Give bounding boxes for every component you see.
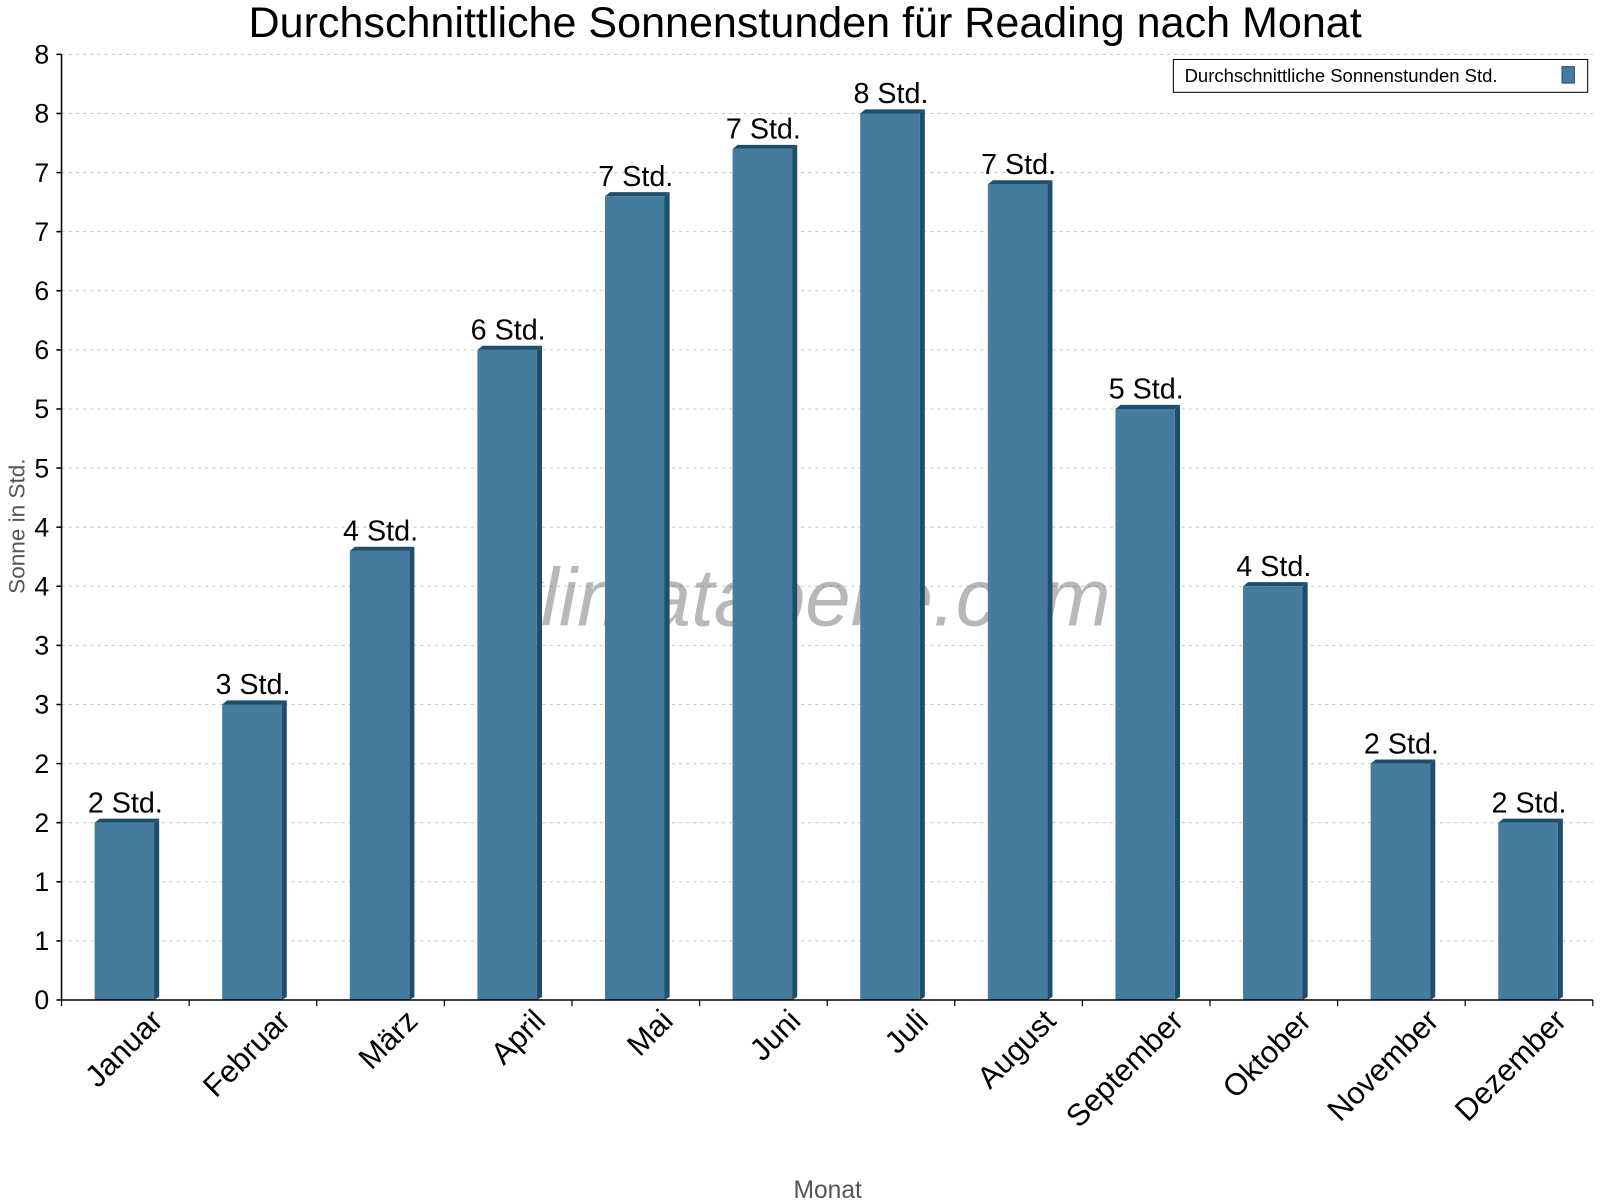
y-tick-label: 5	[34, 453, 49, 483]
data-label: 2 Std.	[1364, 728, 1439, 760]
bar-side	[1430, 759, 1436, 1000]
bar-top	[1370, 759, 1436, 764]
y-tick-label: 6	[34, 335, 49, 365]
bar	[987, 184, 1048, 1000]
bar-group: 2 Std.	[1364, 728, 1439, 1000]
y-tick-label: 8	[34, 40, 49, 70]
x-tick-label: März	[351, 1003, 424, 1076]
data-label: 7 Std.	[981, 149, 1056, 181]
y-tick-label: 7	[34, 158, 49, 188]
y-tick-label: 2	[34, 749, 49, 779]
x-tick-label: November	[1320, 1003, 1445, 1128]
bar	[1498, 822, 1558, 1000]
bar-group: 2 Std.	[88, 787, 163, 1000]
y-tick-label: 8	[34, 99, 49, 129]
y-axis-label: Sonne in Std.	[5, 458, 30, 593]
bar-side	[1047, 180, 1053, 1000]
y-tick-label: 4	[34, 572, 49, 602]
bar-group: 7 Std.	[981, 149, 1056, 1000]
data-label: 2 Std.	[88, 787, 163, 819]
bar-side	[792, 144, 798, 1001]
y-tick-label: 3	[34, 631, 49, 661]
bar-group: 4 Std.	[343, 516, 418, 1000]
bar-group: 3 Std.	[215, 669, 290, 1000]
x-tick-label: September	[1059, 1003, 1190, 1134]
data-label: 5 Std.	[1109, 374, 1184, 406]
bar-top	[477, 345, 543, 350]
x-tick-label: Juli	[878, 1003, 935, 1060]
bar-top	[1115, 404, 1181, 409]
bar-group: 7 Std.	[598, 161, 673, 1001]
data-label: 4 Std.	[1236, 551, 1311, 583]
bar	[860, 113, 920, 1000]
bar-group: 7 Std.	[726, 114, 801, 1001]
bar	[349, 550, 410, 1000]
bar-group: 6 Std.	[471, 315, 546, 1000]
bar-group: 8 Std.	[853, 78, 928, 1001]
bar-top	[860, 109, 925, 114]
y-tick-label: 1	[34, 867, 49, 897]
bar-side	[1174, 404, 1181, 1000]
bar-top	[605, 192, 670, 197]
y-tick-label: 7	[34, 217, 49, 247]
x-tick-label: Oktober	[1216, 1003, 1318, 1105]
bar	[477, 349, 537, 1000]
bar-top	[222, 700, 287, 705]
chart-title: Durchschnittliche Sonnenstunden für Read…	[249, 0, 1362, 47]
data-label: 4 Std.	[343, 516, 418, 548]
bar-top	[1243, 582, 1308, 587]
y-tick-label: 4	[34, 512, 49, 542]
x-tick-label: Januar	[78, 1003, 169, 1094]
x-tick-label: Dezember	[1448, 1003, 1573, 1128]
bar-top	[987, 180, 1053, 185]
bar	[1115, 408, 1175, 1000]
bar-side	[536, 345, 543, 1000]
bar-top	[349, 546, 415, 551]
bar	[605, 196, 665, 1000]
bar-top	[732, 144, 798, 149]
bar-side	[409, 546, 415, 1000]
bar-top	[1498, 818, 1563, 823]
x-tick-label: Februar	[196, 1003, 297, 1104]
y-tick-label: 3	[34, 690, 49, 720]
legend-swatch	[1561, 66, 1575, 84]
legend: Durchschnittliche Sonnenstunden Std.	[1172, 58, 1589, 93]
y-tick-label: 1	[34, 926, 49, 956]
bar-group: 2 Std.	[1492, 787, 1567, 1000]
bars: 2 Std. 3 Std. 4 Std. 6 Std. 7 Std. 7 Std. 8 St…	[88, 78, 1567, 1001]
bar-side	[154, 818, 160, 1000]
x-tick-label: Juni	[743, 1003, 808, 1068]
bar-top	[94, 818, 160, 823]
y-tick-label: 6	[34, 276, 49, 306]
data-label: 8 Std.	[853, 78, 928, 110]
bar-side	[919, 109, 925, 1001]
bar-group: 5 Std.	[1109, 374, 1184, 1000]
bar	[1243, 586, 1303, 1000]
data-label: 7 Std.	[598, 161, 673, 193]
x-axis-label: Monat	[793, 1177, 862, 1200]
data-label: 3 Std.	[215, 669, 290, 701]
bar-group: 4 Std.	[1236, 551, 1311, 1000]
data-label: 6 Std.	[471, 315, 546, 347]
bar	[222, 704, 282, 1000]
y-tick-label: 5	[34, 394, 49, 424]
bar-side	[281, 700, 287, 1000]
bar	[94, 822, 155, 1000]
x-tick-label: Mai	[620, 1003, 680, 1063]
data-label: 2 Std.	[1492, 787, 1567, 819]
grid-lines	[61, 53, 1593, 942]
bar-side	[664, 192, 670, 1001]
bar-side	[1302, 582, 1308, 1000]
y-tick-label: 2	[34, 808, 49, 838]
data-label: 7 Std.	[726, 114, 801, 146]
x-tick-label: April	[484, 1003, 552, 1071]
x-tick-label: August	[970, 1002, 1063, 1095]
legend-label: Durchschnittliche Sonnenstunden Std.	[1185, 65, 1498, 86]
bar	[1370, 763, 1431, 1000]
y-tick-label: 0	[34, 985, 49, 1015]
bar-side	[1557, 818, 1563, 1000]
bar	[732, 148, 793, 1000]
